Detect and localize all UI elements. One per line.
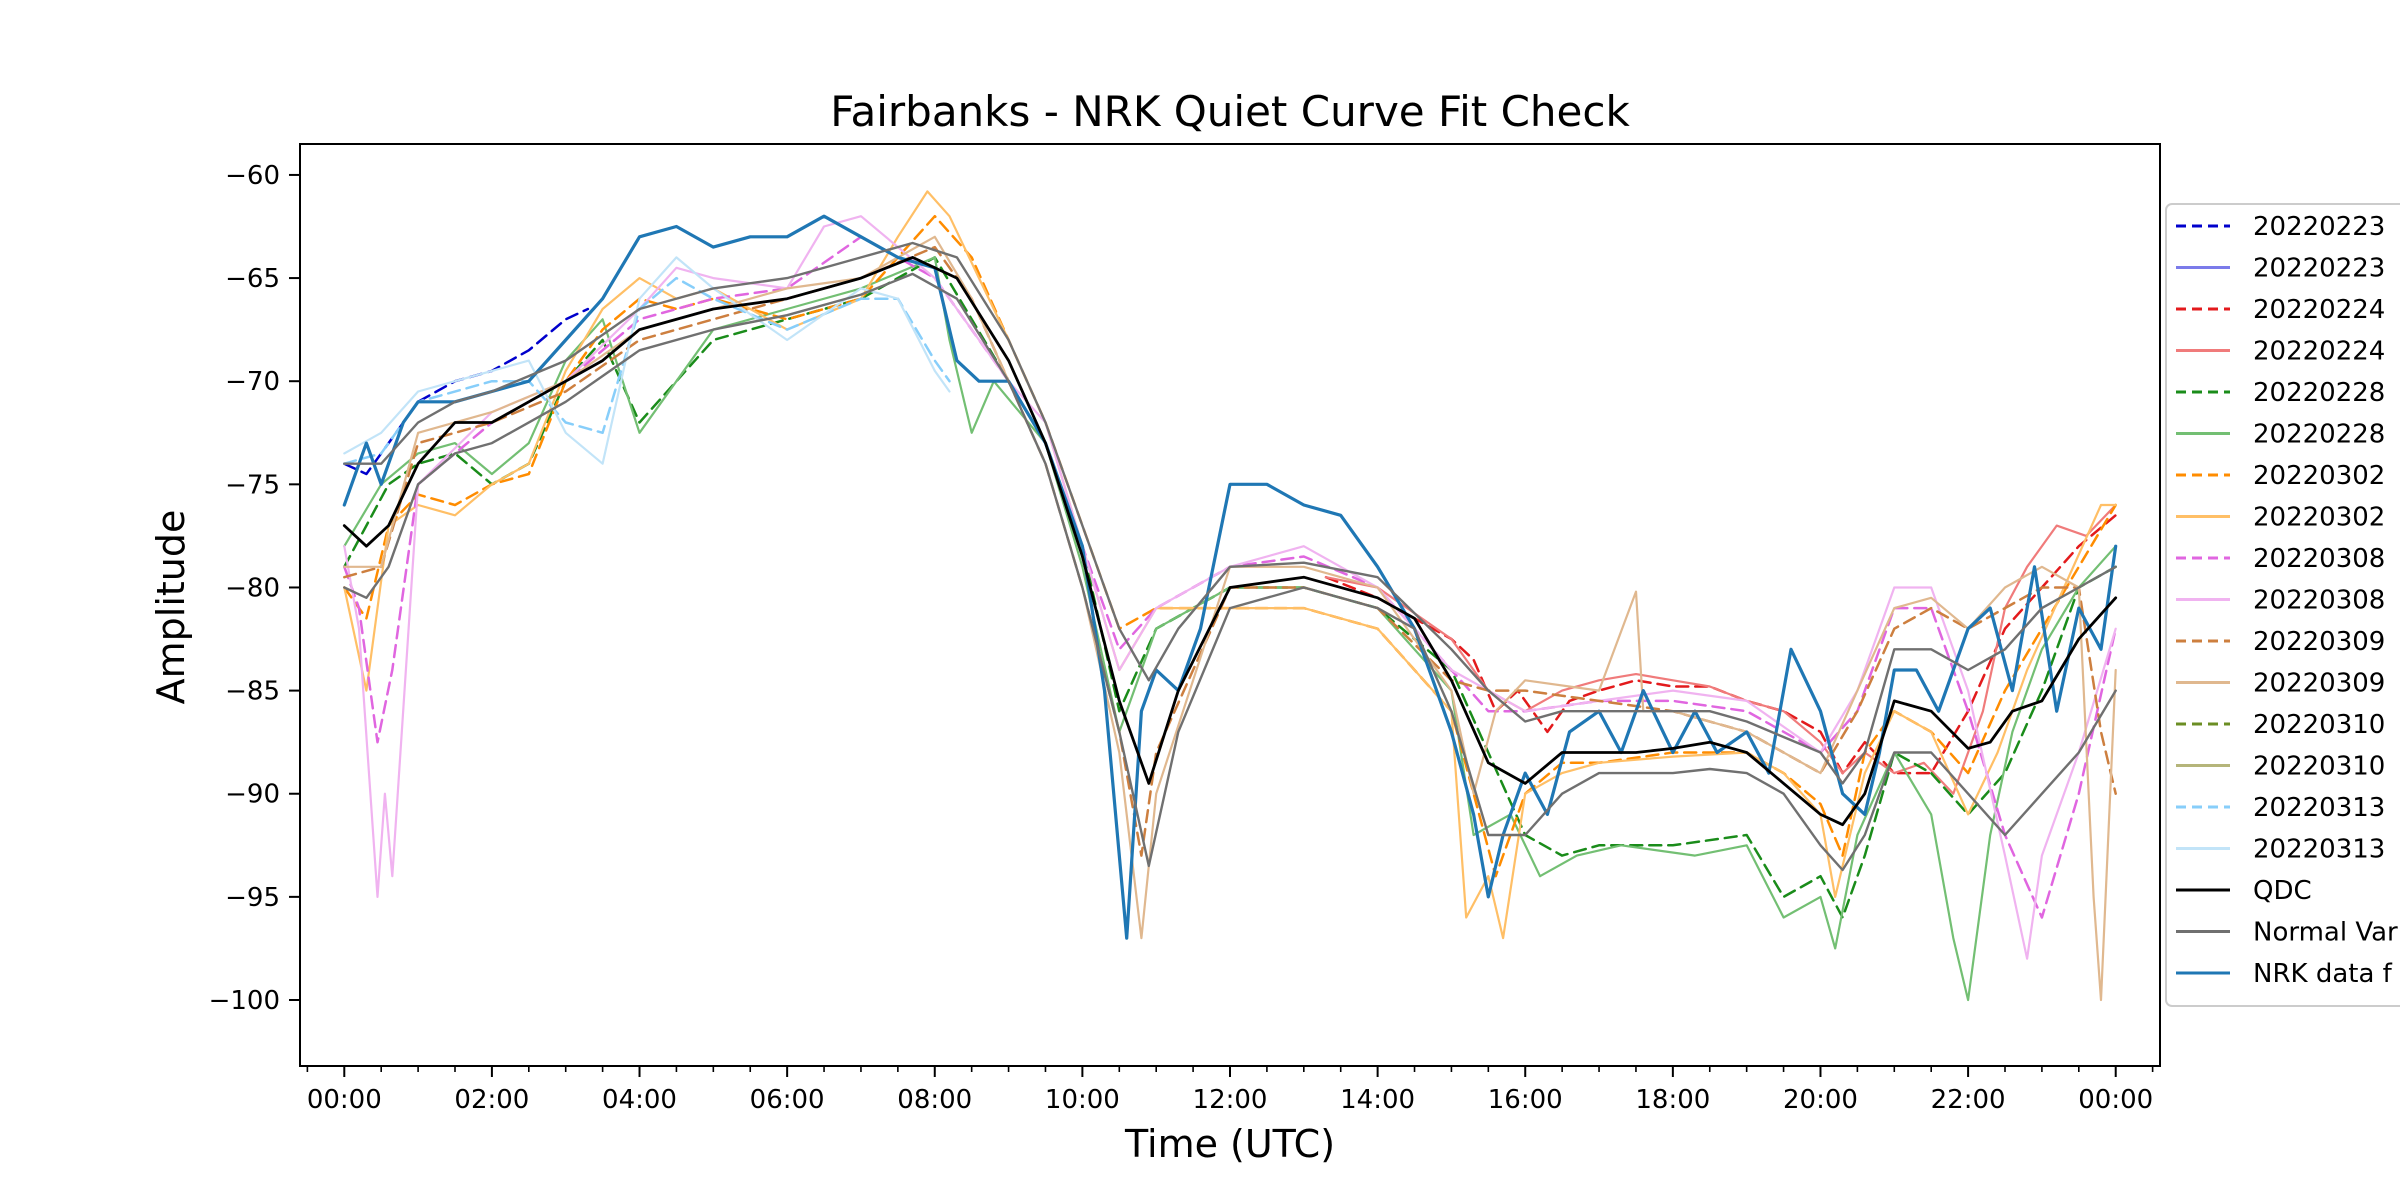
y-tick-label: −60 — [225, 161, 280, 191]
legend-label: NRK data f — [2253, 959, 2393, 989]
legend-label: 20220302 — [2253, 503, 2385, 533]
series-line-10 — [343, 235, 2117, 1002]
legend-label: 20220308 — [2253, 544, 2385, 574]
legend-label: 20220310 — [2253, 752, 2385, 782]
series-line-14 — [343, 272, 2117, 872]
series-line-4 — [343, 256, 2117, 1002]
y-tick-label: −80 — [225, 573, 280, 603]
x-tick-label: 00:00 — [2078, 1085, 2153, 1115]
series-line-15 — [343, 241, 2117, 785]
legend-label: QDC — [2253, 876, 2312, 906]
x-tick-label: 12:00 — [1193, 1085, 1268, 1115]
legend-label: 20220224 — [2253, 337, 2385, 367]
legend-label: 20220228 — [2253, 420, 2385, 450]
legend-label: 20220313 — [2253, 793, 2385, 823]
series-layer — [342, 190, 2118, 1002]
x-tick-label: 16:00 — [1488, 1085, 1563, 1115]
series-line-12 — [343, 256, 951, 465]
y-tick-label: −75 — [225, 470, 280, 500]
y-tick-label: −95 — [225, 883, 280, 913]
legend-label: 20220302 — [2253, 461, 2385, 491]
x-axis-label: Time (UTC) — [1124, 1122, 1335, 1166]
legend-label: 20220223 — [2253, 212, 2385, 242]
series-line-5 — [343, 214, 2117, 878]
x-tick-label: 22:00 — [1931, 1085, 2006, 1115]
chart-title: Fairbanks - NRK Quiet Curve Fit Check — [830, 87, 1630, 136]
series-line-16 — [342, 255, 2118, 827]
legend-frame — [2165, 203, 2400, 1007]
x-tick-label: 18:00 — [1635, 1085, 1710, 1115]
legend-label: 20220309 — [2253, 669, 2385, 699]
x-tick-label: 08:00 — [897, 1085, 972, 1115]
x-tick-label: 14:00 — [1340, 1085, 1415, 1115]
legend: 20220223 20220223 20220224 20220224 20220228… — [2165, 203, 2400, 1007]
series-line-13 — [342, 214, 2118, 940]
plot-frame — [299, 143, 2161, 1067]
legend-label: 20220228 — [2253, 378, 2385, 408]
y-axis-label: Amplitude — [149, 510, 193, 705]
legend-label: 20220310 — [2253, 710, 2385, 740]
y-tick-label: −100 — [209, 986, 280, 1016]
y-tick-label: −70 — [225, 367, 280, 397]
series-line-9 — [343, 245, 2117, 857]
x-tick-label: 20:00 — [1783, 1085, 1858, 1115]
legend-label: 20220308 — [2253, 586, 2385, 616]
x-tick-label: 02:00 — [454, 1085, 529, 1115]
legend-label: 20220223 — [2253, 254, 2385, 284]
legend-label: 20220309 — [2253, 627, 2385, 657]
x-tick-label: 06:00 — [750, 1085, 825, 1115]
x-tick-label: 10:00 — [1045, 1085, 1120, 1115]
legend-label: Normal Var — [2253, 918, 2398, 948]
x-axis: 00:00 02:00 04:00 06:00 08:00 10:00 12:00 14:00… — [306, 1066, 2154, 1115]
y-axis: −60 −65 −70 −75 −80 −85 −90 −95 −100 — [209, 161, 300, 1016]
y-tick-label: −85 — [225, 677, 280, 707]
legend-label: 20220224 — [2253, 295, 2385, 325]
y-tick-label: −65 — [225, 264, 280, 294]
x-tick-label: 04:00 — [602, 1085, 677, 1115]
x-tick-label: 00:00 — [307, 1085, 382, 1115]
legend-label: 20220313 — [2253, 835, 2385, 865]
y-tick-label: −90 — [225, 780, 280, 810]
